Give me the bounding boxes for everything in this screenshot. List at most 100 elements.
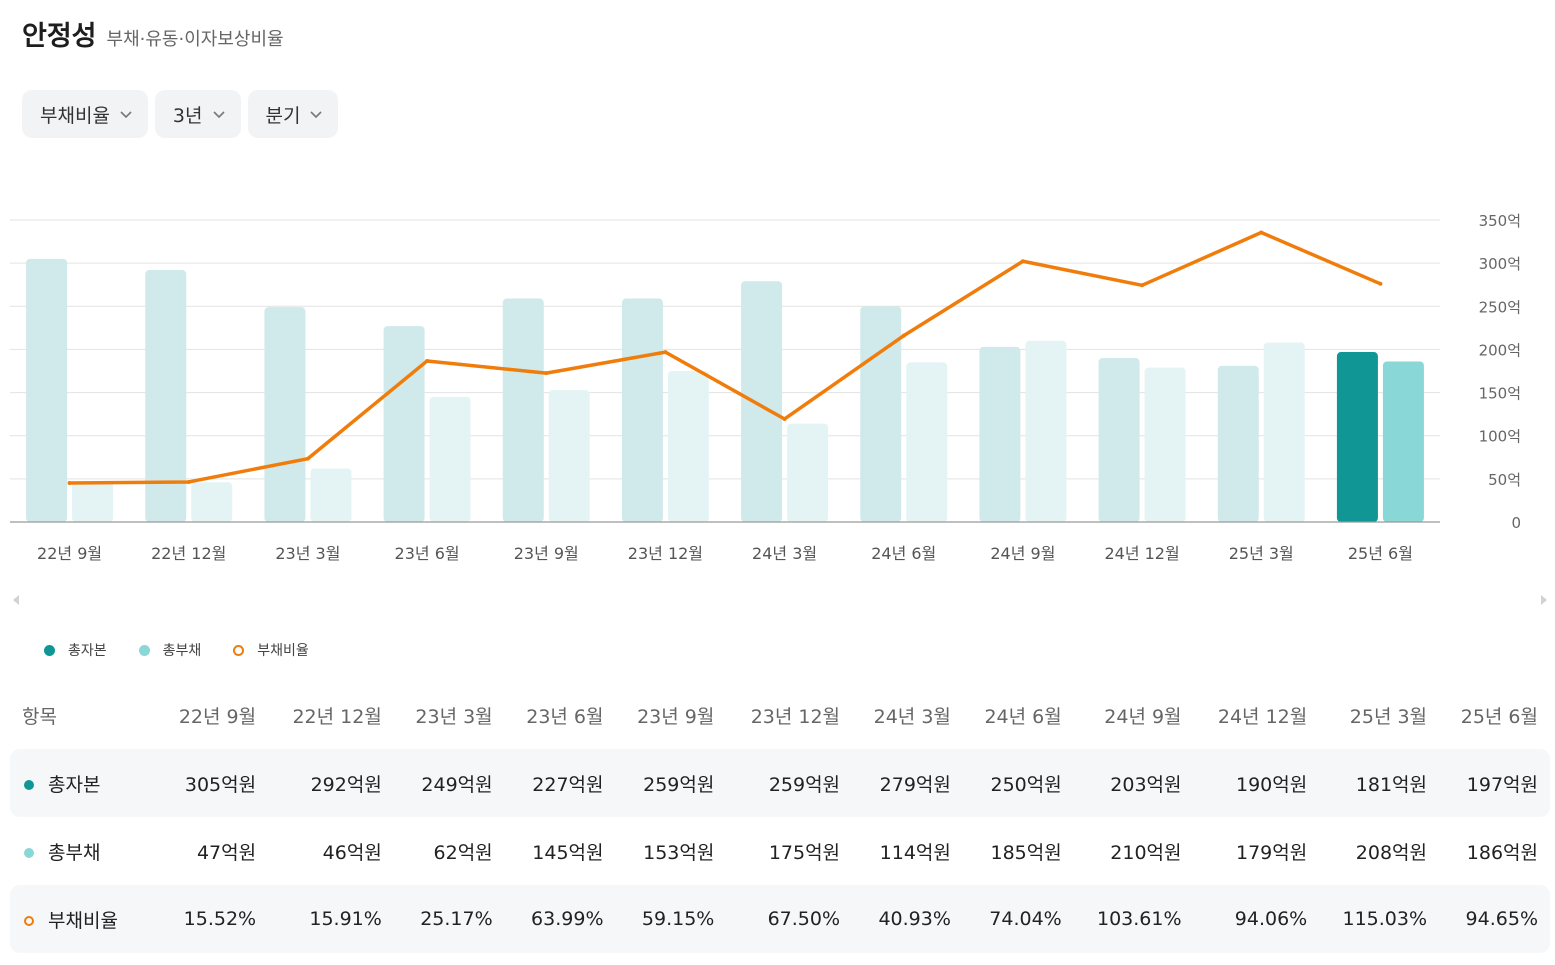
equity-bar <box>1098 358 1140 522</box>
x-tick-label: 23년 12월 <box>628 544 703 563</box>
table-cell: 197억원 <box>1439 749 1550 817</box>
ratio-point <box>1020 259 1025 264</box>
table-cell: 175억원 <box>768 841 841 864</box>
chart-legend: 총자본 총부채 부채비율 <box>44 640 309 660</box>
table-cell: 292억원 <box>268 749 394 817</box>
table-cell: 25.17% <box>393 885 505 953</box>
table-header-label: 항목 <box>22 705 57 728</box>
equity-bar <box>621 298 663 522</box>
legend-debt-dot <box>138 644 150 656</box>
table-cell: 305억원 <box>157 749 269 817</box>
table-row-label: 부채비율 <box>10 885 158 953</box>
table-column-header: 25년 6월 <box>1460 705 1538 728</box>
ratio-point <box>425 358 430 363</box>
ratio-label: 부채비율 <box>48 909 118 932</box>
x-tick-label: 22년 12월 <box>151 544 226 563</box>
stability-chart: 350억 300억 250억 200억 150억 100억 50억 0 22년 9월 22년 12… <box>10 212 1521 563</box>
table-cell: 190억원 <box>1193 749 1320 817</box>
table-cell: 179억원 <box>1236 841 1308 864</box>
equity-dot <box>24 780 34 790</box>
x-tick-label: 24년 6월 <box>871 544 936 563</box>
debt-bar <box>906 362 948 522</box>
y-tick-label: 150억 <box>1479 385 1521 403</box>
table-cell: 208억원 <box>1355 841 1428 864</box>
debt-bar <box>310 468 352 522</box>
x-tick-label: 24년 9월 <box>990 544 1055 563</box>
debt-bar <box>1144 367 1186 522</box>
chevron-down-icon <box>212 111 225 119</box>
equity-bar <box>860 306 902 522</box>
ratio-ring <box>24 916 34 926</box>
debt-bar <box>72 481 114 522</box>
table-cell: 145억원 <box>532 841 604 864</box>
table-row-equity: 총자본 305억원 292억원 249억원 227억원 259억원 259억원 … <box>10 749 1550 817</box>
x-tick-label: 24년 3월 <box>752 544 817 563</box>
scroll-left-arrow-icon[interactable] <box>13 595 19 605</box>
ratio-point <box>305 456 310 461</box>
debt-bar <box>1025 340 1067 522</box>
table-column-header: 22년 12월 <box>292 705 382 728</box>
table-cell: 15.91% <box>268 885 394 953</box>
table-column-header: 25년 3월 <box>1349 705 1428 728</box>
table-column-header: 24년 3월 <box>873 705 951 728</box>
ratio-point <box>67 480 72 485</box>
x-tick-label: 24년 12월 <box>1104 544 1179 563</box>
table-cell: 115.03% <box>1319 885 1440 953</box>
table-cell: 250억원 <box>962 749 1074 817</box>
table-cell: 47억원 <box>196 841 257 864</box>
y-tick-label: 350억 <box>1479 212 1521 230</box>
legend-item-debt: 총부채 <box>138 640 202 660</box>
table-cell: 203억원 <box>1073 749 1194 817</box>
table-column-header: 23년 3월 <box>415 705 493 728</box>
table-cell: 259억원 <box>726 749 853 817</box>
table-column-header: 24년 12월 <box>1217 705 1308 728</box>
x-tick-label: 25년 6월 <box>1348 544 1413 563</box>
table-cell: 46억원 <box>322 841 382 864</box>
table-header-row: 항목 22년 9월 22년 12월 23년 3월 23년 6월 23년 9월 2… <box>10 681 1550 749</box>
x-tick-label: 25년 3월 <box>1229 544 1294 563</box>
section-title: 안정성 <box>22 21 97 52</box>
table-cell: 249억원 <box>393 749 505 817</box>
ratio-line <box>67 230 1383 485</box>
section-subtitle: 부채·유동·이자보상비율 <box>106 29 284 50</box>
chevron-down-icon <box>310 111 323 119</box>
table-column-header: 22년 9월 <box>178 705 257 728</box>
legend-ratio-label: 부채비율 <box>257 643 309 659</box>
debt-dot <box>24 848 34 858</box>
debt-bar <box>429 396 471 522</box>
y-tick-label: 100억 <box>1479 428 1521 446</box>
interval-dropdown[interactable]: 분기 <box>247 90 339 138</box>
y-tick-label: 300억 <box>1479 255 1521 273</box>
ratio-point <box>1259 230 1264 235</box>
table-cell: 259억원 <box>615 749 727 817</box>
equity-bar <box>1217 365 1259 522</box>
equity-bar <box>264 307 306 522</box>
metric-dropdown-label: 부채비율 <box>40 104 110 127</box>
legend-equity-label: 총자본 <box>68 643 107 659</box>
x-tick-label: 23년 9월 <box>514 544 579 563</box>
equity-bar <box>383 326 425 522</box>
period-dropdown[interactable]: 3년 <box>154 90 241 138</box>
table-cell: 94.65% <box>1439 885 1550 953</box>
ratio-point <box>663 350 668 355</box>
table-column-header: 24년 9월 <box>1104 705 1182 728</box>
y-tick-label: 250억 <box>1479 298 1521 316</box>
table-row-label: 총부채 <box>10 817 157 885</box>
section-header: 안정성 부채·유동·이자보상비율 <box>22 14 284 53</box>
legend-debt-label: 총부채 <box>162 643 202 659</box>
table-cell: 153억원 <box>643 841 715 864</box>
metric-dropdown[interactable]: 부채비율 <box>22 90 148 138</box>
debt-label: 총부채 <box>48 841 101 864</box>
equity-bar <box>26 258 68 522</box>
chevron-down-icon <box>120 111 132 119</box>
y-tick-label: 200억 <box>1479 341 1521 359</box>
table-cell: 186억원 <box>1466 841 1538 864</box>
table-row-label: 총자본 <box>10 749 158 817</box>
debt-bar <box>667 371 709 522</box>
table-cell: 59.15% <box>615 885 727 953</box>
scroll-right-arrow-icon[interactable] <box>1541 595 1547 605</box>
data-table: 항목 22년 9월 22년 12월 23년 3월 23년 6월 23년 9월 2… <box>10 681 1550 953</box>
table-row-debt: 총부채 47억원 46억원 62억원 145억원 153억원 175억원 114… <box>10 817 1550 885</box>
table-cell: 227억원 <box>504 749 616 817</box>
y-tick-label: 50억 <box>1488 471 1521 489</box>
